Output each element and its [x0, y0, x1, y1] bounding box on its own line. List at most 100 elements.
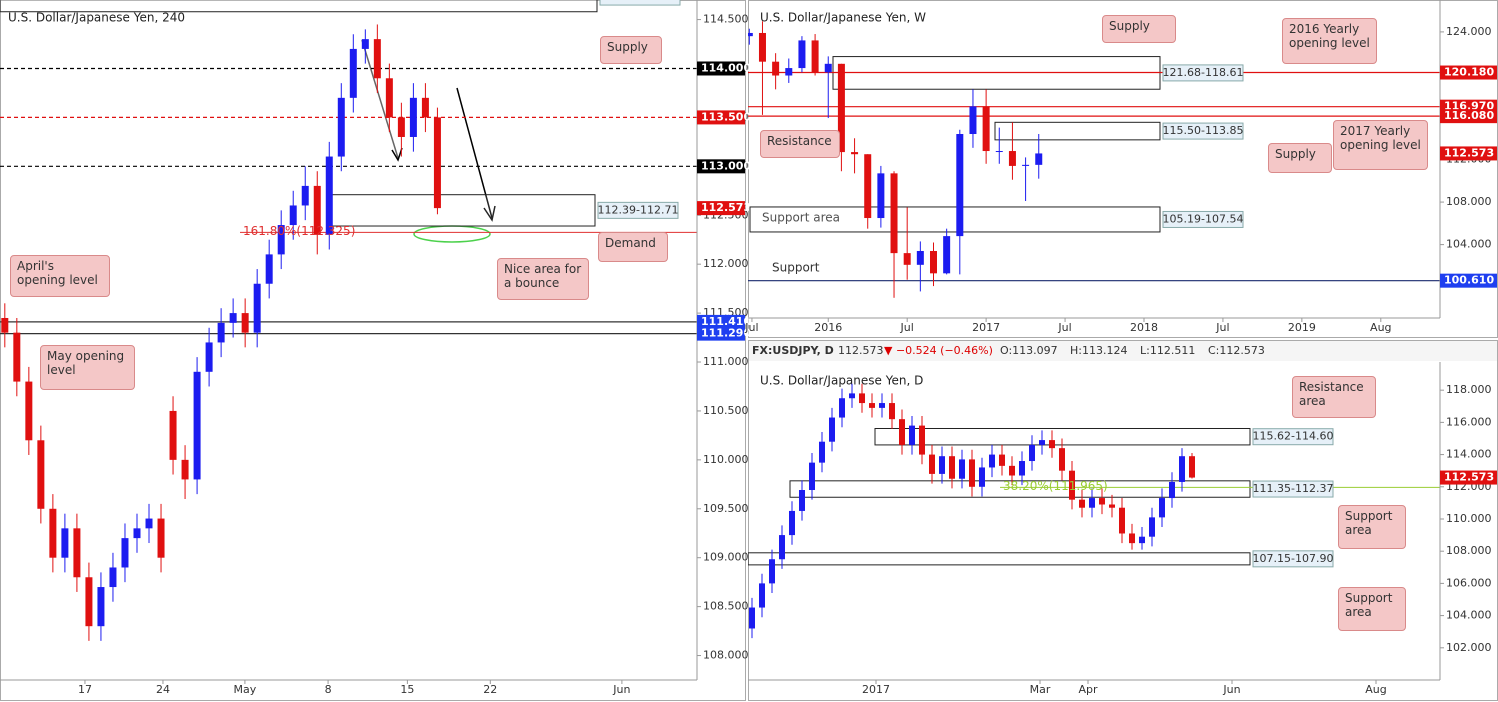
callout: 2016 Yearly opening level: [1282, 18, 1377, 64]
candle-body: [903, 253, 911, 265]
y-tick-label: 110.000: [703, 453, 749, 466]
x-tick-label: Jul: [1057, 321, 1071, 334]
level-label-box: [697, 110, 745, 125]
zone-label-box: [1162, 64, 1244, 82]
candle-body: [1139, 536, 1145, 544]
callout: Support area: [1338, 587, 1406, 631]
candle-body: [1129, 533, 1135, 544]
zone-label-box: [1162, 210, 1244, 228]
x-tick-label: 2017: [862, 683, 890, 696]
callout: Supply: [600, 36, 662, 64]
plot: [0, 0, 697, 641]
candle-body: [229, 313, 237, 323]
y-tick-label: 104.000: [1446, 238, 1492, 251]
highlight-ellipse: [413, 225, 491, 243]
level-label: 120.180: [1444, 66, 1494, 79]
candle-body: [409, 97, 417, 137]
candle-body: [849, 393, 855, 399]
header-high: H:113.124: [1070, 344, 1127, 357]
candle-body: [1008, 151, 1016, 166]
zone-label-box: [1252, 428, 1334, 446]
candle-body: [85, 577, 93, 627]
zone-label-box: [597, 201, 679, 219]
callout: Support area: [1338, 505, 1406, 549]
x-tick-label: 15: [400, 683, 414, 696]
candle-body: [916, 250, 924, 265]
x-tick-label: Jul: [900, 321, 914, 334]
candle-body: [181, 459, 189, 480]
zone: [0, 0, 598, 13]
chart-title: U.S. Dollar/Japanese Yen, 240: [8, 11, 185, 25]
candle-body: [939, 456, 945, 474]
candle-body: [769, 559, 775, 584]
annotation: Support area: [762, 211, 840, 225]
header-open: O:113.097: [1000, 344, 1058, 357]
candle-body: [349, 48, 357, 98]
header-last: 112.573: [838, 344, 884, 357]
zone-label: 115.62-114.60: [1253, 430, 1334, 443]
candle-body: [758, 32, 766, 62]
x-tick-label: Jul: [744, 321, 758, 334]
candle-body: [265, 254, 273, 284]
arrow-head: [391, 147, 403, 162]
y-tick-label: 102.000: [1446, 641, 1492, 654]
candle-body: [73, 528, 81, 578]
y-tick-label: 110.000: [1446, 512, 1492, 525]
zone-label: 111.35-112.37: [1253, 482, 1334, 495]
candle-body: [217, 322, 225, 343]
x-tick-label: May: [234, 683, 257, 696]
zone: [748, 552, 1251, 566]
candle-body: [995, 151, 1003, 153]
level-label-box: [1440, 146, 1497, 161]
candle-body: [277, 225, 285, 255]
candle-body: [97, 587, 105, 627]
candle-body: [1022, 164, 1030, 166]
zone: [329, 194, 596, 227]
zone: [749, 206, 1161, 233]
zone-label: 121.68-118.61: [1163, 66, 1244, 79]
candle-body: [289, 205, 297, 226]
level-label: 100.610: [1444, 274, 1494, 287]
callout: Supply: [1102, 15, 1176, 43]
candle-body: [890, 173, 898, 254]
level-label: 112.573: [701, 201, 751, 214]
y-tick-label: 124.000: [1446, 25, 1492, 38]
candle-body: [969, 106, 977, 135]
candle-body: [999, 454, 1005, 466]
callout: Supply: [1268, 143, 1332, 173]
candle-body: [1039, 440, 1045, 445]
arrow: [456, 87, 493, 219]
candle-body: [749, 607, 755, 629]
candle-body: [169, 410, 177, 460]
candle-body: [989, 454, 995, 468]
fib-label: 38.20%(111.965): [1003, 479, 1108, 493]
candle-body: [929, 250, 937, 274]
candle-body: [959, 459, 965, 479]
x-tick-label: Mar: [1030, 683, 1051, 696]
candle-body: [37, 440, 45, 509]
arrow-head: [483, 205, 496, 222]
header-close: C:112.573: [1208, 344, 1265, 357]
candle-body: [982, 106, 990, 152]
x-tick-label: 2017: [972, 321, 1000, 334]
candle-body: [1189, 456, 1195, 478]
x-tick-label: 17: [78, 683, 92, 696]
zone-label: 115.50-113.85: [1163, 124, 1244, 137]
header-bar: [749, 341, 1497, 361]
candle-body: [1079, 499, 1085, 508]
candle-body: [1059, 448, 1065, 471]
candle-body: [109, 567, 117, 588]
candle-body: [879, 403, 885, 408]
x-tick-label: 2016: [814, 321, 842, 334]
level-label: 113.000: [701, 159, 751, 172]
candle-body: [1019, 461, 1025, 476]
level-label-box: [1440, 470, 1497, 485]
zone: [789, 480, 1251, 498]
zone-label: 114.88-114.58: [600, 0, 681, 3]
candle-body: [759, 583, 765, 608]
zone-label-box: [1252, 550, 1334, 568]
zone: [994, 121, 1161, 141]
x-tick-label: 22: [483, 683, 497, 696]
candle-body: [859, 393, 865, 404]
candle-body: [819, 441, 825, 463]
